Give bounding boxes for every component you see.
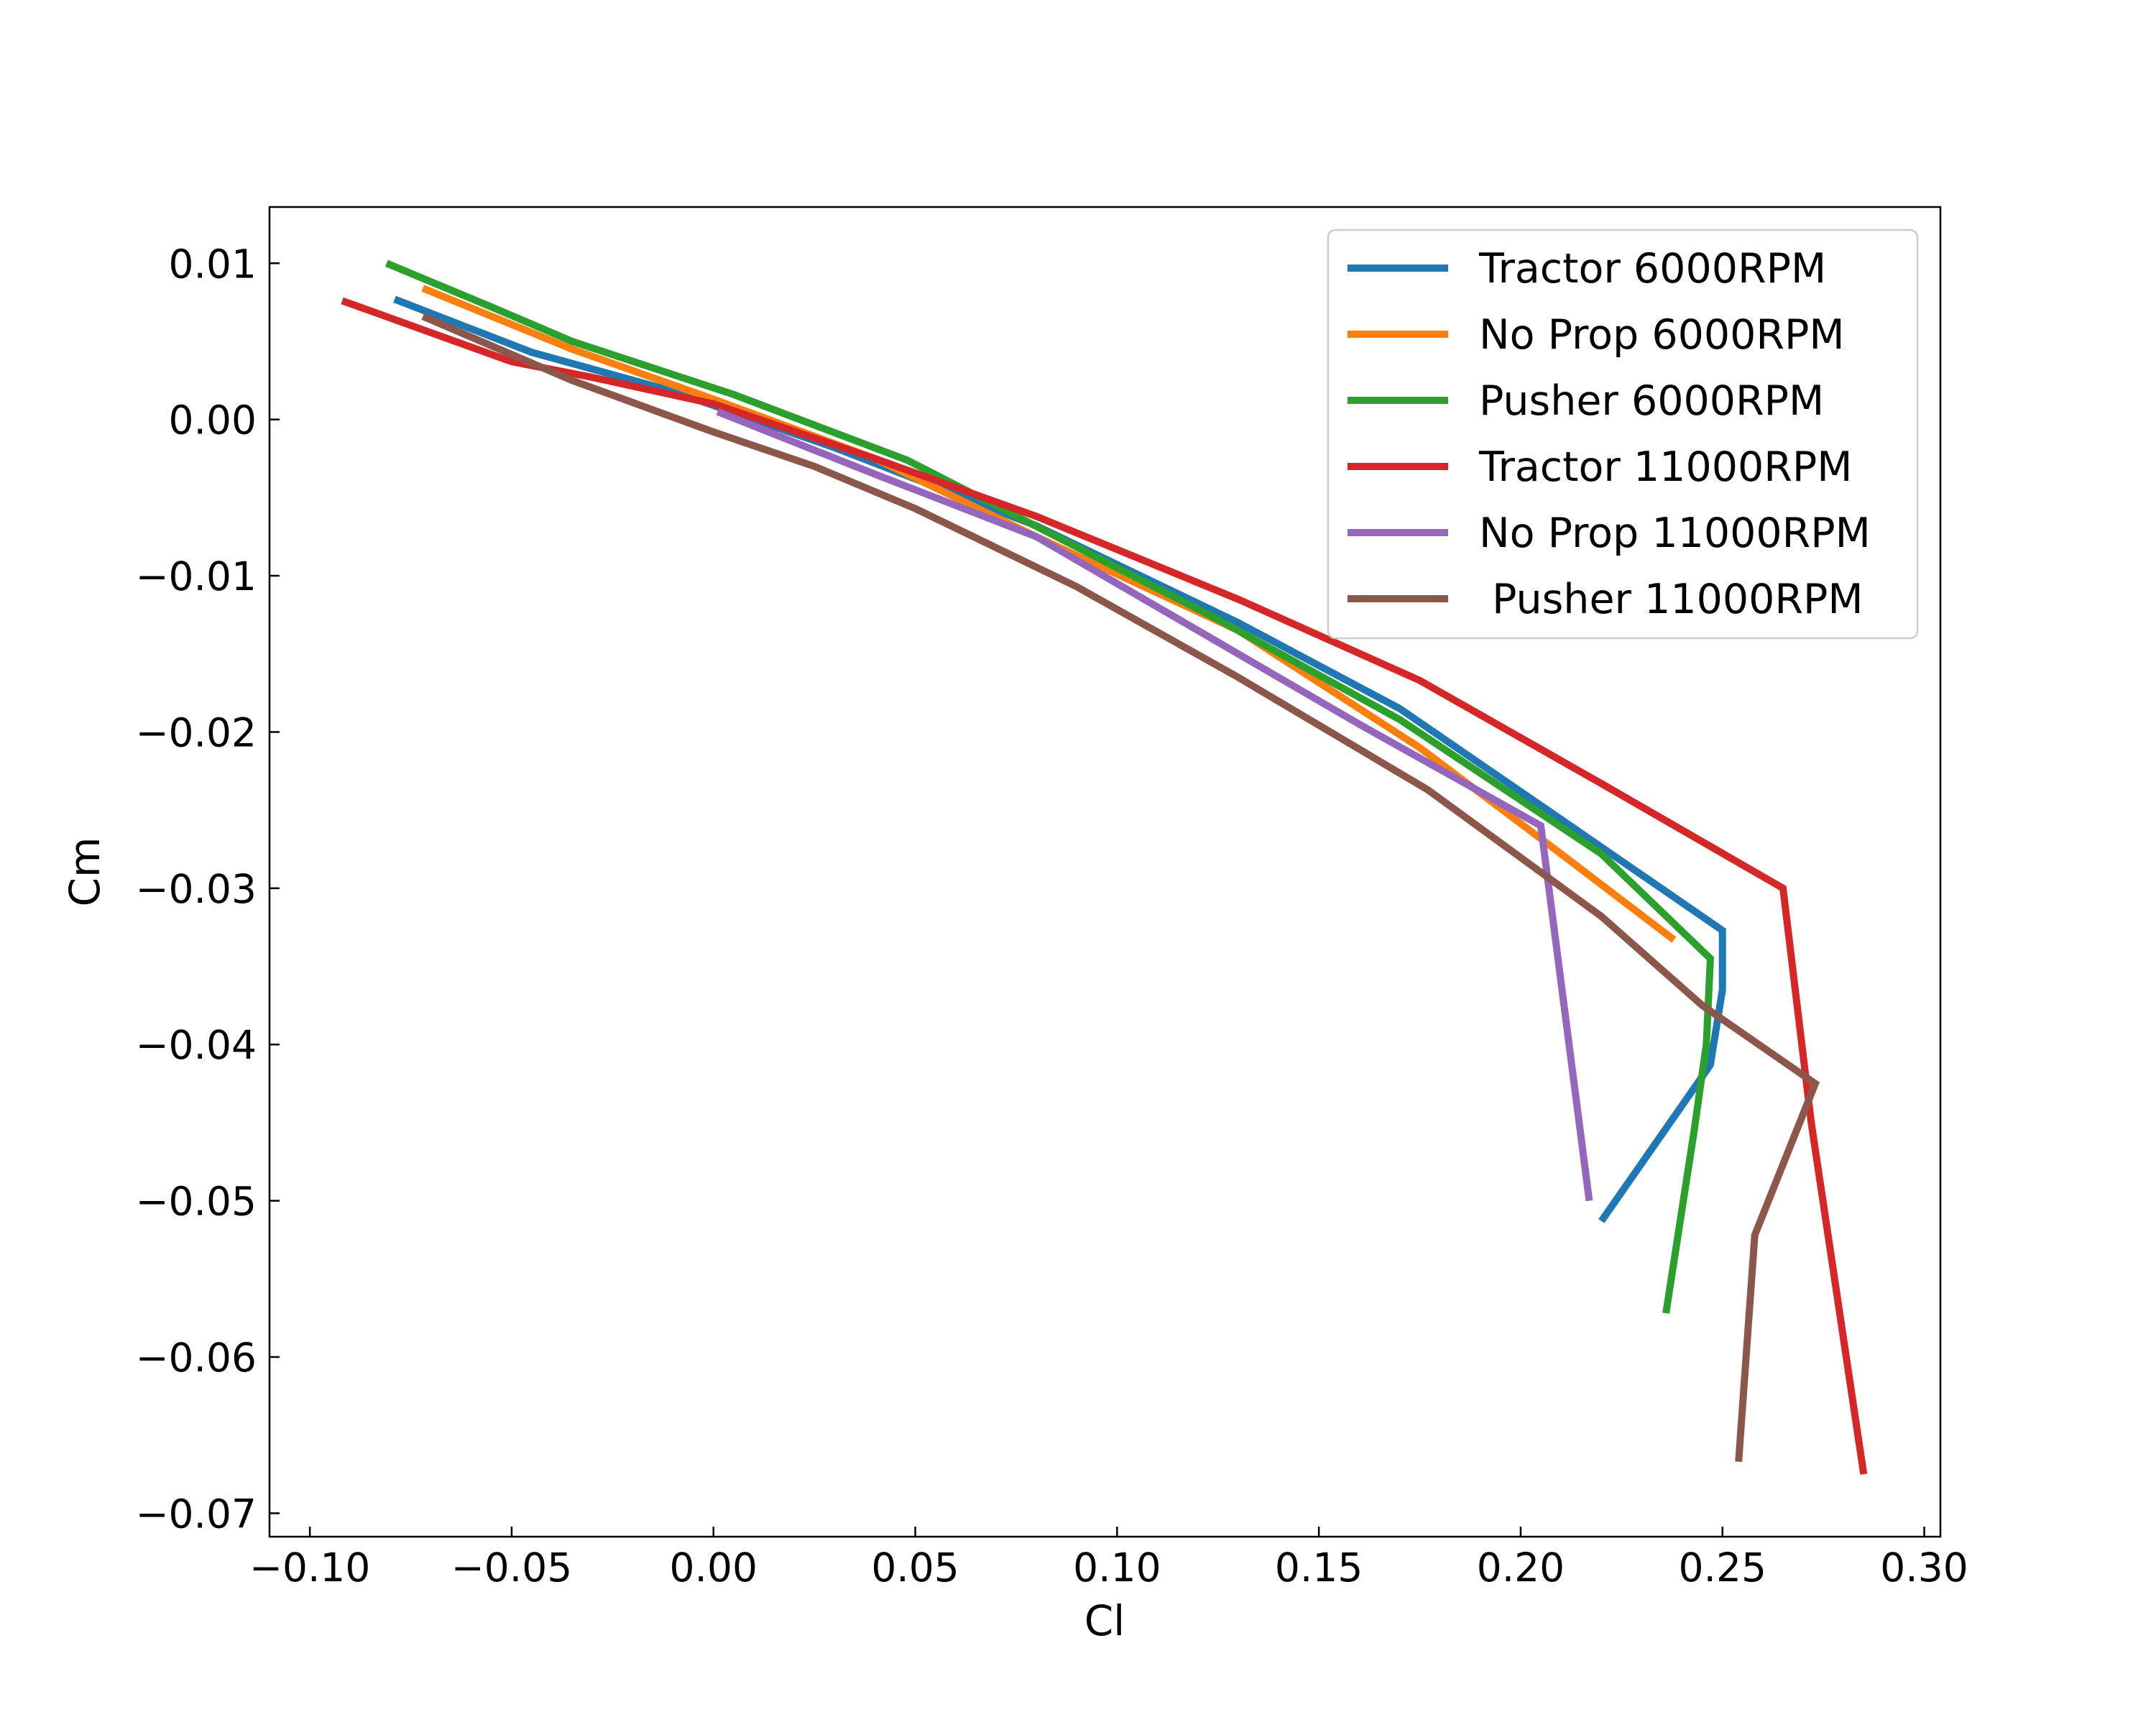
x-tick-label: 0.25 (1679, 1545, 1766, 1591)
legend-entries: Tractor 6000RPM No Prop 6000RPM Pusher 600… (1348, 245, 1871, 623)
x-tick-label: 0.00 (670, 1545, 757, 1591)
x-tick-label: 0.05 (871, 1545, 959, 1591)
y-tick-label: −0.06 (135, 1335, 257, 1381)
series-line-5 (716, 408, 1593, 1202)
series-line-3 (384, 259, 1715, 1314)
legend-label-4: Tractor 11000RPM (1478, 443, 1852, 491)
legend-label-3: Pusher 6000RPM (1479, 377, 1824, 425)
legend: Tractor 6000RPM No Prop 6000RPM Pusher 600… (1327, 229, 1919, 640)
legend-label-1: Tractor 6000RPM (1478, 245, 1826, 293)
plot-frame (268, 206, 1942, 1538)
x-tick-label: 0.30 (1880, 1545, 1968, 1591)
x-tick-label: 0.20 (1477, 1545, 1565, 1591)
y-tick-label: −0.03 (135, 866, 257, 912)
x-tick-label: −0.05 (451, 1545, 573, 1591)
series-layer (341, 259, 1868, 1475)
legend-label-5: No Prop 11000RPM (1479, 510, 1871, 557)
legend-box (1327, 229, 1919, 640)
y-tick-label: −0.05 (135, 1179, 257, 1225)
y-tick-label: 0.00 (169, 397, 257, 443)
y-axis-label: Cm (60, 837, 109, 907)
legend-label-2: No Prop 6000RPM (1479, 311, 1845, 359)
y-tick-label: 0.01 (169, 241, 257, 287)
legend-label-6: Pusher 11000RPM (1479, 576, 1864, 623)
x-axis-ticks: −0.10 −0.05 0.00 0.05 0.10 0.15 0.20 0.25 0.30 (249, 1527, 1968, 1591)
series-line-4 (341, 297, 1868, 1475)
x-tick-label: −0.10 (249, 1545, 371, 1591)
series-line-1 (393, 295, 1726, 1223)
x-tick-label: 0.10 (1073, 1545, 1161, 1591)
x-tick-label: 0.15 (1275, 1545, 1363, 1591)
x-axis-label: Cl (1084, 1596, 1125, 1645)
y-tick-label: −0.02 (135, 709, 257, 755)
y-tick-label: −0.07 (135, 1491, 257, 1537)
series-line-6 (421, 313, 1820, 1463)
y-tick-label: −0.01 (135, 553, 257, 599)
y-tick-label: −0.04 (135, 1022, 257, 1068)
y-axis-ticks: 0.01 0.00 −0.01 −0.02 −0.03 −0.04 −0.05 −0.06 −0… (135, 241, 280, 1537)
